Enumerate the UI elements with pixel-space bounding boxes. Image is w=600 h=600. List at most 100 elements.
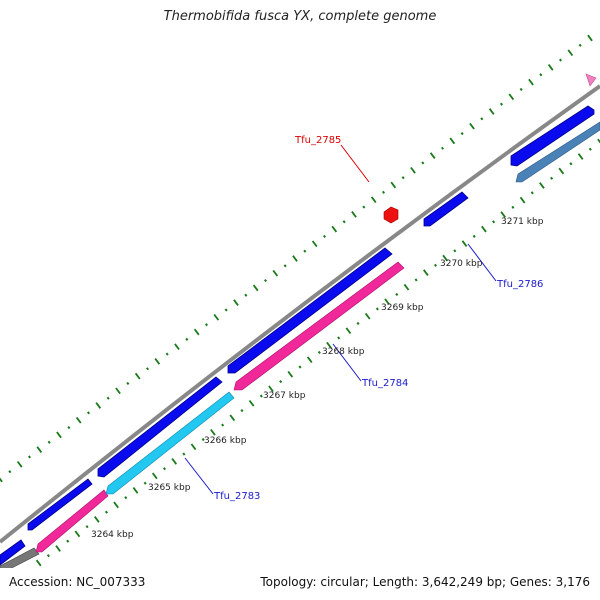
outer-tick-15 [145, 367, 150, 371]
inner-tick-28 [268, 385, 274, 393]
cds-forward-3[interactable] [97, 376, 223, 478]
outer-tick-32 [311, 240, 318, 248]
inner-tick-10 [93, 516, 100, 523]
callout-tfu-2786 [467, 243, 497, 282]
outer-tick-24 [233, 299, 239, 306]
cds-forward-1[interactable] [0, 539, 26, 566]
gene-label-tfu-2783[interactable]: Tfu_2783 [213, 491, 260, 502]
outer-tick-56 [547, 64, 554, 71]
inner-tick-13 [124, 496, 128, 500]
forward-strand-features [0, 105, 595, 566]
cds-reverse-cyan[interactable] [105, 391, 235, 495]
kbp-label-3268: 3268 kbp [322, 347, 365, 357]
inner-tick-7 [66, 539, 70, 543]
inner-tick-18 [171, 458, 178, 465]
cds-reverse-pink-1[interactable] [35, 489, 109, 553]
cds-forward-6[interactable] [510, 105, 595, 167]
callout-tfu-2783 [184, 457, 214, 495]
inner-tick-35 [337, 336, 341, 340]
inner-tick-22 [210, 428, 216, 436]
inner-tick-40 [384, 298, 390, 306]
outer-tick-27 [263, 279, 268, 283]
outer-tick-42 [410, 166, 416, 174]
accession-text: Accession: NC_007333 [9, 575, 146, 589]
cds-steel[interactable] [515, 121, 600, 183]
outer-tick-50 [488, 108, 495, 115]
outer-tick-29 [283, 264, 287, 268]
outer-tick-21 [204, 323, 209, 327]
outer-tick-12 [115, 387, 121, 395]
outer-tick-11 [106, 396, 110, 400]
outer-tick-30 [292, 255, 298, 262]
outer-tick-14 [134, 372, 141, 380]
outer-tick-36 [351, 211, 357, 218]
outer-tick-row [0, 34, 593, 483]
cds-forward-5[interactable] [423, 191, 469, 227]
callout-tfu-2784 [332, 343, 362, 382]
kbp-label-3269: 3269 kbp [381, 303, 424, 313]
inner-tick-61 [588, 147, 592, 151]
outer-tick-54 [528, 78, 534, 86]
outer-tick-51 [499, 102, 504, 106]
inner-tick-62 [597, 138, 600, 144]
outer-tick-22 [213, 313, 220, 321]
cds-reverse-pink-2[interactable] [233, 261, 405, 391]
gene-label-tfu-2785[interactable]: Tfu_2785 [294, 135, 341, 146]
inner-tick-48 [461, 240, 468, 247]
outer-tick-53 [519, 87, 523, 92]
inner-tick-34 [326, 341, 332, 349]
outer-tick-16 [154, 358, 161, 365]
cds-forward-2[interactable] [27, 478, 93, 531]
inner-tick-60 [577, 153, 584, 160]
genome-summary-text: Topology: circular; Length: 3,642,249 bp… [260, 575, 590, 589]
inner-tick-31 [298, 365, 302, 369]
cds-forward-4[interactable] [227, 247, 393, 374]
inner-tick-11 [104, 510, 108, 514]
inner-tick-49 [472, 234, 476, 238]
outer-tick-43 [421, 161, 425, 165]
inner-tick-5 [46, 554, 50, 558]
callout-tfu-2785 [340, 144, 370, 183]
inner-tick-47 [453, 249, 457, 253]
gene-label-tfu-2784[interactable]: Tfu_2784 [361, 378, 408, 389]
inner-tick-32 [306, 356, 313, 364]
outer-tick-44 [429, 152, 436, 159]
outer-tick-20 [193, 328, 200, 336]
outer-tick-45 [440, 146, 445, 150]
outer-tick-25 [244, 293, 248, 297]
gene-label-tfu-2786[interactable]: Tfu_2786 [496, 279, 543, 290]
inner-tick-14 [132, 487, 139, 494]
kbp-label-3264: 3264 kbp [91, 530, 134, 540]
outer-tick-58 [567, 49, 574, 57]
outer-tick-57 [558, 58, 563, 62]
pink-marker[interactable] [585, 73, 597, 87]
outer-tick-59 [578, 43, 582, 47]
inner-tick-57 [550, 176, 554, 180]
inner-tick-44 [422, 269, 429, 276]
outer-tick-46 [449, 137, 456, 145]
outer-tick-37 [362, 205, 366, 209]
inner-tick-52 [500, 211, 507, 218]
inner-tick-55 [530, 191, 534, 195]
outer-tick-38 [370, 196, 377, 204]
kbp-label-3266: 3266 kbp [204, 436, 247, 446]
inner-tick-15 [143, 481, 147, 485]
outer-tick-9 [86, 411, 91, 415]
inner-tick-30 [287, 370, 294, 378]
kbp-label-3265: 3265 kbp [148, 483, 191, 493]
outer-tick-1 [8, 470, 12, 474]
inner-tick-37 [356, 321, 360, 326]
outer-tick-13 [126, 381, 130, 386]
inner-tick-12 [113, 501, 119, 509]
outer-tick-41 [401, 176, 405, 180]
inner-tick-21 [201, 438, 205, 442]
inner-tick-4 [35, 559, 42, 567]
inner-tick-row [0, 138, 600, 596]
outer-tick-8 [75, 416, 82, 424]
inner-tick-53 [511, 205, 515, 209]
gray-feature[interactable] [0, 547, 40, 575]
outer-tick-55 [539, 73, 543, 77]
inner-tick-45 [433, 263, 438, 267]
red-marker[interactable] [383, 206, 399, 224]
